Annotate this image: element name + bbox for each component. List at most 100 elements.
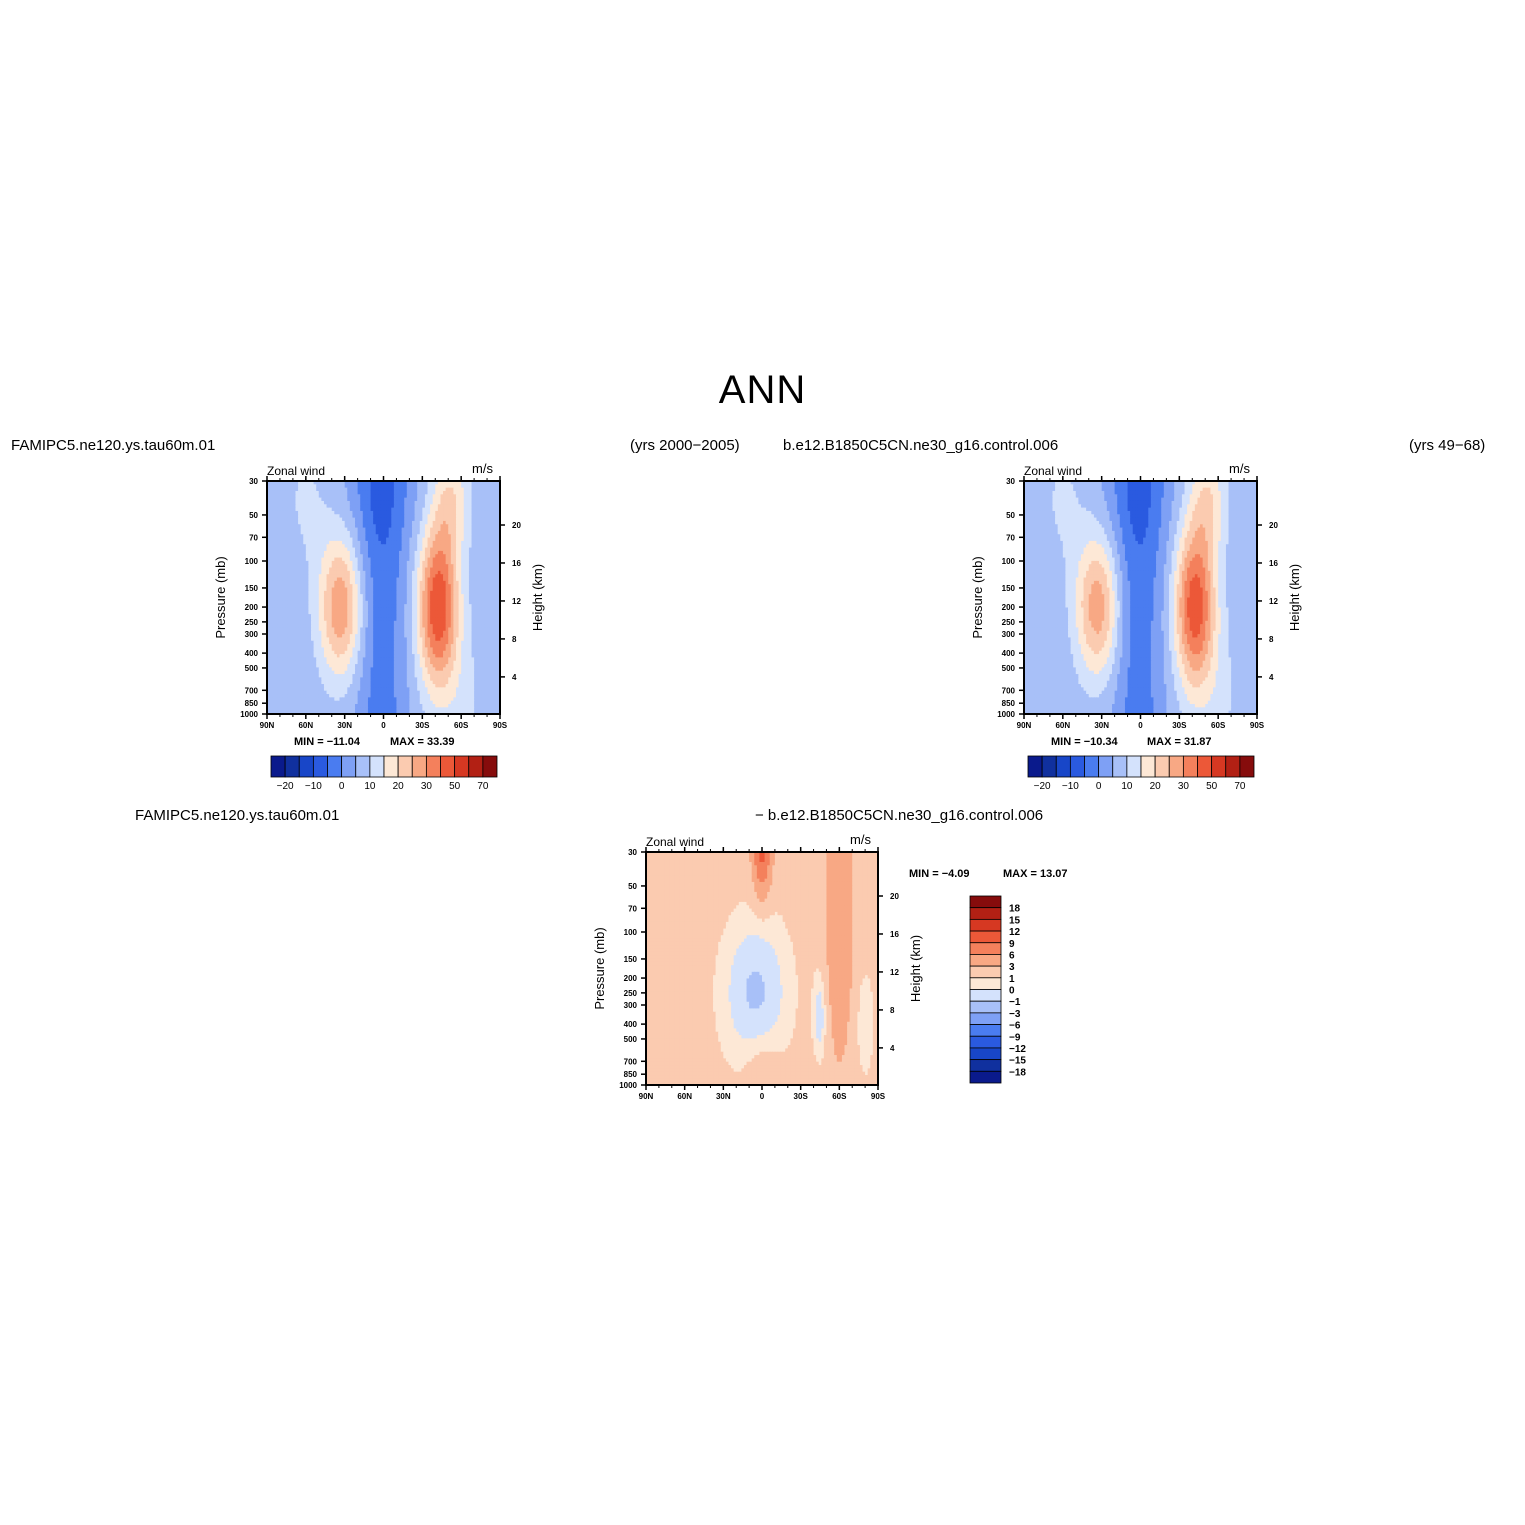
field-cell xyxy=(430,550,434,555)
field-cell xyxy=(347,644,351,649)
field-cell xyxy=(311,624,315,629)
field-cell xyxy=(432,554,436,559)
field-cell xyxy=(448,584,452,589)
field-cell xyxy=(298,557,302,562)
field-cell xyxy=(409,660,413,665)
field-cell xyxy=(445,610,449,615)
field-cell xyxy=(269,617,273,622)
field-cell xyxy=(492,524,496,529)
field-cell xyxy=(303,524,307,529)
field-cell xyxy=(375,500,379,505)
field-cell xyxy=(344,517,348,522)
field-cell xyxy=(404,537,408,542)
field-cell xyxy=(409,520,413,525)
field-cell xyxy=(344,634,348,639)
field-cell xyxy=(463,514,467,519)
field-cell xyxy=(380,527,385,532)
field-cell xyxy=(352,550,356,555)
field-cell xyxy=(342,497,346,502)
field-cell xyxy=(443,637,447,642)
field-cell xyxy=(461,634,465,639)
field-cell xyxy=(427,630,431,635)
field-cell xyxy=(316,560,320,565)
field-cell xyxy=(334,660,338,665)
field-cell xyxy=(287,524,291,529)
field-cell xyxy=(269,540,273,545)
field-cell xyxy=(406,550,410,555)
field-cell xyxy=(298,657,302,662)
field-cell xyxy=(321,624,325,629)
field-cell xyxy=(474,587,478,592)
field-cell xyxy=(414,520,418,525)
field-cell xyxy=(367,600,372,605)
field-cell xyxy=(362,500,366,505)
field-cell xyxy=(370,497,374,502)
field-cell xyxy=(305,567,310,572)
field-cell xyxy=(414,517,418,522)
field-cell xyxy=(474,627,478,632)
field-cell xyxy=(329,584,333,589)
field-cell xyxy=(427,481,431,485)
field-cell xyxy=(487,510,491,515)
field-cell xyxy=(380,604,385,609)
field-cell xyxy=(386,580,390,585)
field-cell xyxy=(305,560,310,565)
field-cell xyxy=(458,514,462,519)
field-cell xyxy=(468,510,473,515)
field-cell xyxy=(380,617,385,622)
field-cell xyxy=(272,600,276,605)
field-cell xyxy=(375,650,379,655)
field-cell xyxy=(300,504,304,509)
field-cell xyxy=(388,577,392,582)
field-cell xyxy=(331,481,335,485)
field-cell xyxy=(357,664,361,668)
field-cell xyxy=(274,654,278,659)
field-cell xyxy=(458,580,462,585)
field-cell xyxy=(336,510,341,515)
field-cell xyxy=(399,594,403,599)
field-cell xyxy=(383,660,387,665)
field-cell xyxy=(321,604,325,609)
field-cell xyxy=(380,507,385,512)
field-cell xyxy=(487,584,491,589)
field-cell xyxy=(404,624,408,629)
field-cell xyxy=(388,550,392,555)
field-cell xyxy=(298,634,302,639)
field-cell xyxy=(318,534,322,539)
field-cell xyxy=(487,577,491,582)
field-cell xyxy=(406,594,410,599)
field-cell xyxy=(435,490,439,495)
field-cell xyxy=(279,604,284,609)
field-cell xyxy=(290,604,294,609)
field-cell xyxy=(292,614,297,619)
field-cell xyxy=(443,537,447,542)
field-cell xyxy=(492,647,496,652)
field-cell xyxy=(448,484,452,489)
field-cell xyxy=(326,540,330,545)
field-cell xyxy=(492,534,496,539)
field-cell xyxy=(373,624,377,629)
field-cell xyxy=(279,510,284,515)
field-cell xyxy=(339,550,343,555)
field-cell xyxy=(386,564,390,569)
field-cell xyxy=(450,657,454,662)
field-cell xyxy=(342,557,346,562)
field-cell xyxy=(347,640,351,645)
field-cell xyxy=(274,520,278,525)
field-cell xyxy=(440,527,444,532)
field-cell xyxy=(406,540,410,545)
field-cell xyxy=(349,567,354,572)
field-cell xyxy=(269,650,273,655)
field-cell xyxy=(440,550,444,555)
field-cell xyxy=(349,537,354,542)
field-cell xyxy=(318,517,322,522)
field-cell xyxy=(334,524,338,529)
field-cell xyxy=(404,520,408,525)
field-cell xyxy=(308,600,312,605)
field-cell xyxy=(453,510,457,515)
field-cell xyxy=(455,484,460,489)
field-cell xyxy=(380,584,385,589)
field-cell xyxy=(326,630,330,635)
field-cell xyxy=(347,504,351,509)
field-cell xyxy=(489,630,493,635)
